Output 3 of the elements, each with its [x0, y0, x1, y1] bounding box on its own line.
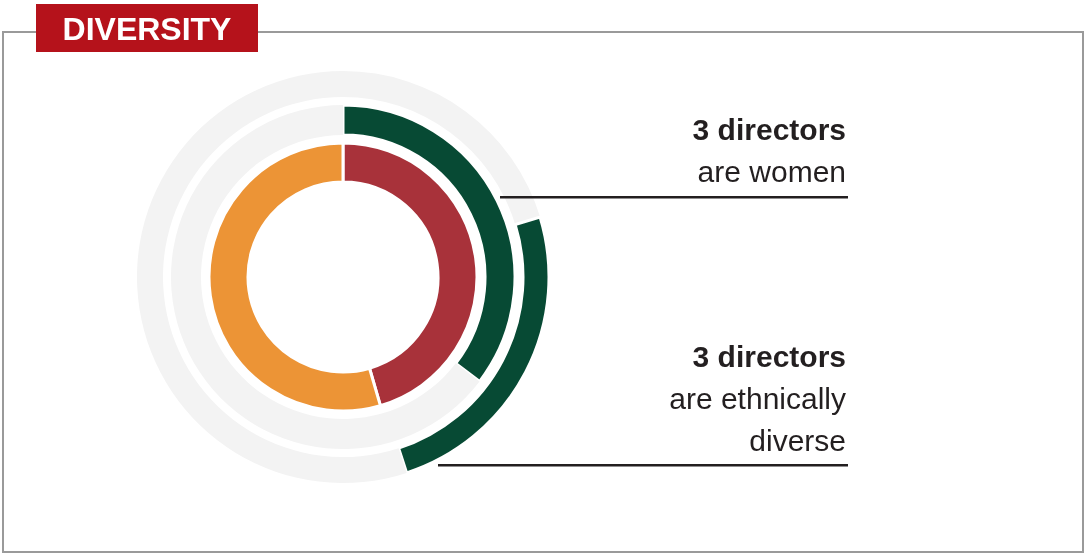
chart-title: DIVERSITY: [62, 11, 232, 47]
text: 3 directors are ethnically diverse: [669, 340, 846, 457]
text: 3 directors are women: [692, 113, 846, 188]
